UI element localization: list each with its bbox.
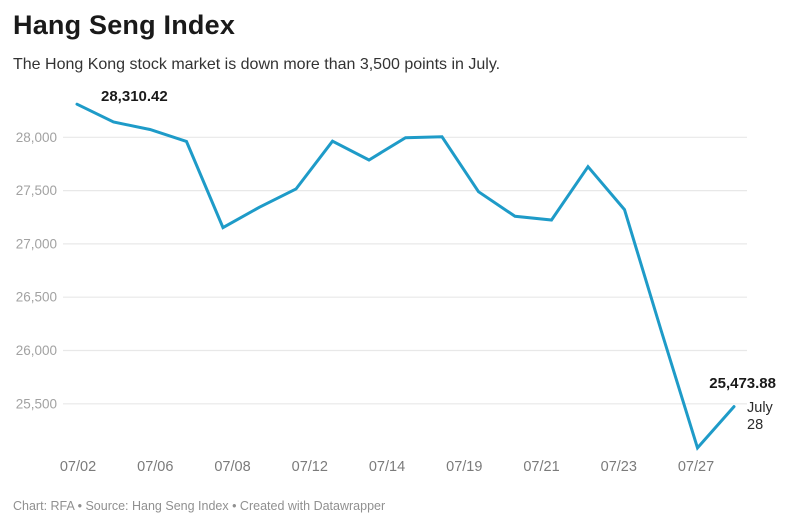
x-axis-tick-label: 07/27 [678, 459, 714, 475]
y-axis-tick-label: 25,500 [16, 396, 57, 411]
x-axis-tick-label: 07/19 [446, 459, 482, 475]
x-axis-tick-label: 07/02 [60, 459, 96, 475]
x-axis-tick-label: 07/14 [369, 459, 405, 475]
annotation-start-value: 28,310.42 [101, 88, 168, 105]
chart-title: Hang Seng Index [13, 10, 236, 40]
y-axis-tick-label: 26,500 [16, 290, 57, 305]
y-axis-tick-label: 28,000 [16, 130, 57, 145]
annotation-end-value: 25,473.88 [709, 375, 776, 392]
x-axis-tick-label: 07/21 [523, 459, 559, 475]
chart-subtitle: The Hong Kong stock market is down more … [13, 56, 501, 73]
y-axis-tick-label: 26,000 [16, 343, 57, 358]
x-axis-tick-label: 07/23 [601, 459, 637, 475]
x-axis-tick-label: 07/08 [214, 459, 250, 475]
y-axis-tick-label: 27,500 [16, 183, 57, 198]
x-axis-tick-label: 07/06 [137, 459, 173, 475]
y-axis-tick-label: 27,000 [16, 236, 57, 251]
chart-footer-attribution: Chart: RFA • Source: Hang Seng Index • C… [13, 499, 386, 513]
annotation-end-date-label: July 28 [747, 400, 773, 433]
index-line [75, 102, 736, 451]
x-axis-tick-label: 07/12 [292, 459, 328, 475]
